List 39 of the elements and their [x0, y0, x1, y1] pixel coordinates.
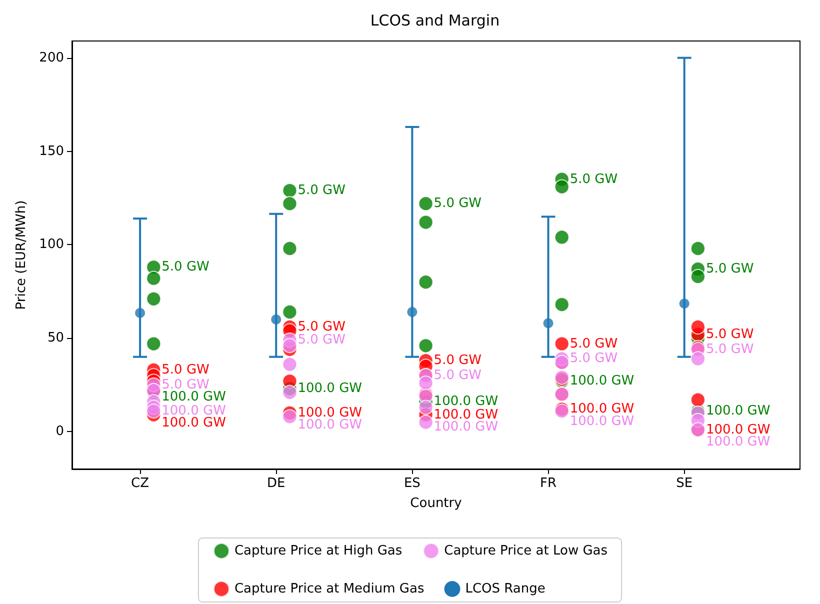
chart-title: LCOS and Margin	[370, 12, 500, 30]
annotation: 5.0 GW	[706, 326, 754, 342]
annotation: 100.0 GW	[298, 405, 362, 420]
annotation: 5.0 GW	[434, 196, 482, 212]
annotation: 100.0 GW	[706, 404, 770, 419]
annotation: 5.0 GW	[298, 319, 346, 334]
legend-label: Capture Price at High Gas	[234, 544, 402, 558]
annotation: 5.0 GW	[434, 368, 482, 384]
y-tick-label: 50	[47, 330, 64, 346]
y-axis-title: Price (EUR/MWh)	[14, 200, 29, 310]
annotation: 5.0 GW	[570, 172, 618, 187]
y-tick-label: 100	[39, 237, 64, 252]
annotation: 5.0 GW	[162, 362, 210, 378]
x-tick-label: FR	[540, 476, 557, 491]
x-tick-label: CZ	[131, 476, 150, 491]
annotation: 100.0 GW	[298, 418, 362, 433]
annotation: 5.0 GW	[434, 353, 482, 368]
annotation: 5.0 GW	[298, 183, 346, 198]
y-tick-label: 200	[39, 50, 64, 66]
annotation: 5.0 GW	[162, 260, 210, 275]
annotation: 5.0 GW	[570, 336, 618, 352]
annotation: 5.0 GW	[706, 342, 754, 357]
legend-label: Capture Price at Low Gas	[444, 544, 608, 558]
legend-label: LCOS Range	[465, 582, 546, 596]
annotation: 100.0 GW	[162, 390, 226, 405]
annotation: 5.0 GW	[706, 262, 754, 277]
x-tick-label: ES	[404, 476, 420, 491]
x-tick-label: SE	[676, 476, 693, 491]
x-tick-label: DE	[266, 476, 286, 491]
y-tick-label: 150	[39, 144, 64, 159]
annotation: 5.0 GW	[570, 351, 618, 366]
x-axis-title: Country	[410, 496, 462, 511]
annotation: 100.0 GW	[570, 374, 634, 389]
annotation: 100.0 GW	[162, 416, 226, 431]
annotation: 100.0 GW	[298, 381, 362, 396]
y-tick-label: 0	[56, 424, 64, 440]
annotation: 100.0 GW	[434, 394, 498, 410]
annotation: 5.0 GW	[298, 332, 346, 348]
legend-label: Capture Price at Medium Gas	[234, 582, 424, 596]
